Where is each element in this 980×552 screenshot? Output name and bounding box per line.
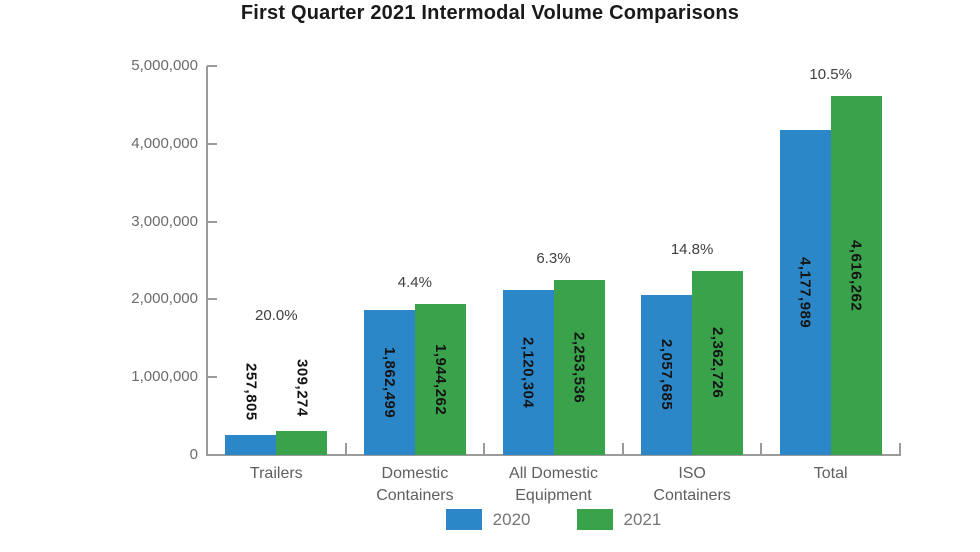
x-axis-tick	[621, 443, 624, 455]
value-label-text: 4,616,262	[847, 239, 865, 312]
y-axis-tick	[207, 142, 217, 145]
percent-change-label-all-domestic-equipment: 6.3%	[536, 249, 571, 267]
category-label-trailers: Trailers	[201, 463, 351, 485]
legend-item-2021: 2021	[576, 509, 662, 530]
value-label-text: 1,862,499	[380, 346, 398, 419]
category-label-iso-containers: ISO Containers	[617, 463, 767, 507]
x-axis-tick	[483, 443, 486, 455]
y-axis-tick	[207, 65, 217, 67]
bar-2020-total	[779, 129, 831, 455]
x-axis-tick	[899, 443, 901, 455]
legend-item-2020: 2020	[445, 509, 531, 530]
category-label-line: All Domestic	[509, 465, 598, 482]
category-label-line: Containers	[376, 487, 454, 504]
value-label-2020-total: 4,177,989	[780, 130, 831, 455]
value-label-text: 2,362,726	[709, 327, 727, 399]
category-label-line: ISO	[678, 465, 706, 482]
y-axis-tick-label: 3,000,000	[131, 212, 198, 230]
value-label-text: 1,944,262	[431, 343, 449, 415]
y-axis-line	[206, 66, 208, 455]
bar-2020-trailers	[225, 434, 277, 455]
category-label-total: Total	[756, 463, 906, 485]
y-axis-tick-label: 1,000,000	[131, 368, 198, 386]
value-label-2021-iso-containers: 2,362,726	[692, 271, 743, 455]
x-axis-tick	[760, 443, 763, 455]
percent-change-label-domestic-containers: 4.4%	[397, 273, 432, 291]
y-axis-tick-label: 4,000,000	[131, 134, 198, 152]
value-label-2021-trailers: 309,274	[276, 66, 327, 417]
percent-change-label-iso-containers: 14.8%	[670, 241, 714, 259]
value-label-2020-trailers: 257,805	[225, 66, 276, 421]
value-label-2021-total: 4,616,262	[831, 96, 882, 455]
legend-label: 2021	[623, 509, 662, 529]
category-label-line: Domestic	[381, 465, 449, 482]
legend-swatch-2021	[576, 509, 613, 530]
percent-change-label-total: 10.5%	[809, 65, 852, 83]
category-label-domestic-containers: Domestic Containers	[340, 463, 490, 507]
bar-2020-domestic-containers	[363, 310, 415, 455]
bar-2021-trailers	[276, 430, 328, 455]
value-label-text: 309,274	[293, 359, 311, 417]
y-axis-tick	[207, 220, 217, 223]
value-label-2020-domestic-containers: 1,862,499	[364, 310, 415, 455]
x-axis-line	[206, 454, 901, 456]
value-label-2021-all-domestic-equipment: 2,253,536	[554, 280, 605, 455]
y-axis-tick-label: 5,000,000	[131, 57, 198, 74]
category-label-line: Equipment	[515, 487, 592, 504]
value-label-text: 4,177,989	[796, 256, 814, 329]
category-label-line: Containers	[653, 487, 731, 504]
bar-2020-all-domestic-equipment	[502, 290, 554, 455]
value-label-text: 2,057,685	[658, 339, 676, 411]
category-label-line: Trailers	[249, 465, 303, 482]
value-label-2020-all-domestic-equipment: 2,120,304	[503, 290, 554, 455]
category-label-all-domestic-equipment: All Domestic Equipment	[479, 463, 629, 507]
x-axis-tick	[344, 443, 347, 455]
legend-swatch-2020	[445, 509, 482, 530]
percent-change-label-trailers: 20.0%	[255, 306, 298, 324]
legend-label: 2020	[492, 509, 531, 529]
chart-legend: 2020 2021	[207, 509, 900, 530]
value-label-text: 2,120,304	[519, 336, 537, 409]
value-label-2021-domestic-containers: 1,944,262	[415, 304, 466, 455]
value-label-2020-iso-containers: 2,057,685	[641, 295, 692, 455]
y-axis-tick	[207, 298, 217, 301]
bar-2021-all-domestic-equipment	[553, 279, 605, 455]
bar-2021-iso-containers	[692, 271, 744, 455]
y-axis-tick-label: 2,000,000	[131, 290, 198, 308]
bar-2021-domestic-containers	[414, 303, 466, 455]
y-axis-tick	[207, 376, 217, 379]
value-label-text: 257,805	[242, 363, 260, 421]
bar-2020-iso-containers	[641, 294, 693, 455]
bar-2021-total	[830, 95, 882, 455]
category-label-line: Total	[813, 465, 848, 482]
value-label-text: 2,253,536	[570, 331, 588, 403]
chart-title: First Quarter 2021 Intermodal Volume Com…	[240, 2, 740, 24]
y-axis-tick-label: 0	[189, 446, 198, 463]
